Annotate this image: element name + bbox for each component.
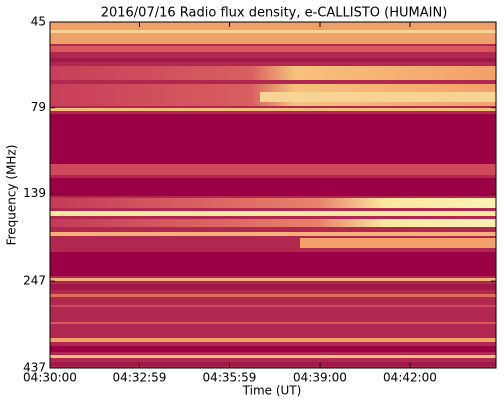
spectrogram-band bbox=[50, 305, 496, 307]
spectrogram-band bbox=[50, 232, 496, 236]
spectrogram-band bbox=[50, 219, 496, 227]
x-tick-label: 04:39:00 bbox=[293, 371, 347, 385]
spectrogram-band bbox=[50, 108, 496, 111]
spectrogram-band bbox=[50, 338, 496, 342]
spectrogram-band bbox=[300, 238, 496, 248]
x-tick-label: 04:42:00 bbox=[383, 371, 437, 385]
spectrogram-band bbox=[50, 66, 496, 80]
plot-frame bbox=[49, 21, 497, 369]
spectrogram-band bbox=[50, 30, 496, 33]
spectrogram-band bbox=[50, 198, 496, 208]
spectrogram bbox=[50, 22, 496, 368]
x-tick-label: 04:30:00 bbox=[23, 371, 77, 385]
spectrogram-band bbox=[50, 252, 496, 276]
spectrogram-band bbox=[50, 284, 496, 290]
y-tick-label: 247 bbox=[23, 274, 46, 288]
spectrogram-band bbox=[50, 46, 496, 52]
spectrogram-band bbox=[260, 92, 496, 102]
y-tick-label: 437 bbox=[23, 361, 46, 375]
x-tick-label: 04:32:59 bbox=[113, 371, 167, 385]
spectrogram-band bbox=[50, 294, 496, 297]
y-axis-label: Frequency (MHz) bbox=[5, 145, 19, 246]
spectrogram-band bbox=[50, 58, 496, 62]
spectrogram-band bbox=[50, 362, 496, 366]
spectrogram-band bbox=[50, 346, 496, 352]
y-tick-label: 45 bbox=[31, 15, 46, 29]
y-tick-label: 79 bbox=[31, 100, 46, 114]
spectrogram-band bbox=[50, 211, 496, 216]
x-tick-label: 04:35:59 bbox=[203, 371, 257, 385]
spectrogram-band bbox=[50, 278, 496, 281]
x-axis-label: Time (UT) bbox=[242, 384, 302, 398]
spectrogram-band bbox=[50, 114, 496, 164]
spectrogram-band bbox=[50, 178, 496, 196]
spectrogram-band bbox=[50, 322, 496, 324]
spectrogram-band bbox=[50, 355, 496, 358]
chart-title: 2016/07/16 Radio flux density, e-CALLIST… bbox=[101, 6, 448, 21]
y-tick-label: 139 bbox=[23, 186, 46, 200]
spectrogram-band bbox=[50, 164, 496, 175]
